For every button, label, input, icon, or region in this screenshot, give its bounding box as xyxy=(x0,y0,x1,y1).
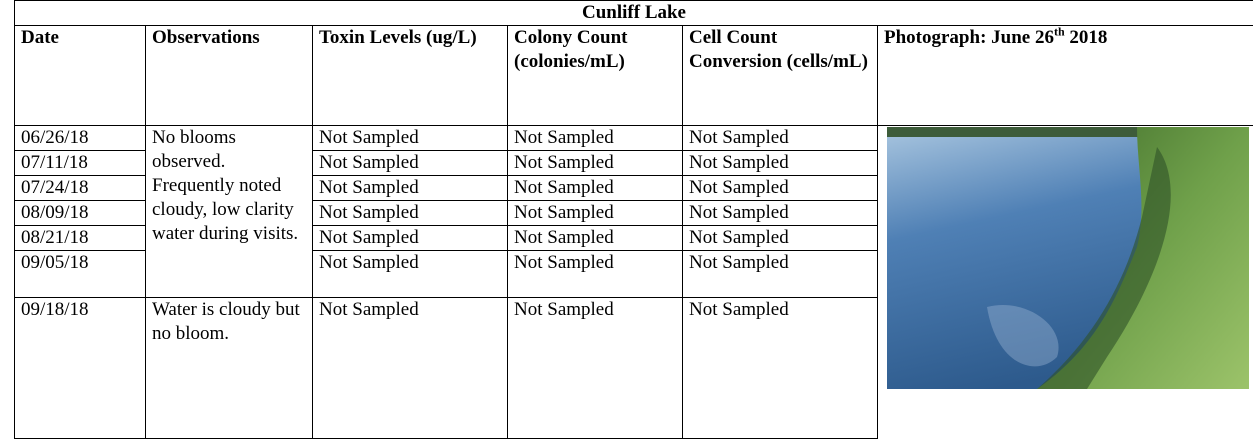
cell: Not Sampled xyxy=(683,251,878,298)
header-cell: Colony Count (colonies/mL) xyxy=(508,26,683,126)
cell: Not Sampled xyxy=(683,226,878,251)
cell: Not Sampled xyxy=(508,298,683,439)
table-title: Cunliff Lake xyxy=(15,1,1253,26)
cell: Not Sampled xyxy=(683,176,878,201)
cell: Not Sampled xyxy=(508,126,683,151)
header-cell: Toxin Levels (ug/L) xyxy=(313,26,508,126)
date: 09/05/18 xyxy=(15,251,146,298)
cell: Not Sampled xyxy=(508,251,683,298)
header-cell: Observations xyxy=(146,26,313,126)
cell: Not Sampled xyxy=(313,298,508,439)
date: 08/09/18 xyxy=(15,201,146,226)
date: 06/26/18 xyxy=(15,126,146,151)
date: 09/18/18 xyxy=(15,298,146,439)
cell: Not Sampled xyxy=(508,226,683,251)
cell: Not Sampled xyxy=(683,201,878,226)
date: 08/21/18 xyxy=(15,226,146,251)
cell: Not Sampled xyxy=(683,126,878,151)
cell: Not Sampled xyxy=(313,226,508,251)
cell: Not Sampled xyxy=(313,151,508,176)
header-cell: Date xyxy=(15,26,146,126)
lake-photo xyxy=(887,127,1249,389)
cell: Not Sampled xyxy=(508,201,683,226)
cell: Not Sampled xyxy=(508,176,683,201)
cell: Not Sampled xyxy=(313,126,508,151)
data-table: Cunliff Lake Date Observations Toxin Lev… xyxy=(14,0,1253,439)
date: 07/24/18 xyxy=(15,176,146,201)
cell: Not Sampled xyxy=(313,201,508,226)
photo-header-tail: 2018 xyxy=(1065,27,1108,48)
cell: Not Sampled xyxy=(683,151,878,176)
header-cell: Cell Count Conversion (cells/mL) xyxy=(683,26,878,126)
cell: Not Sampled xyxy=(313,176,508,201)
cell: Not Sampled xyxy=(683,298,878,439)
date: 07/11/18 xyxy=(15,151,146,176)
observation: No blooms observed. Frequently noted clo… xyxy=(146,126,313,298)
photo-header: Photograph: June 26 xyxy=(884,27,1054,48)
photo-cell xyxy=(878,126,1253,439)
observation: Water is cloudy but no bloom. xyxy=(146,298,313,439)
cell: Not Sampled xyxy=(508,151,683,176)
photo-header-sup: th xyxy=(1054,25,1065,39)
cell: Not Sampled xyxy=(313,251,508,298)
header-cell: Photograph: June 26th 2018 xyxy=(878,26,1253,126)
